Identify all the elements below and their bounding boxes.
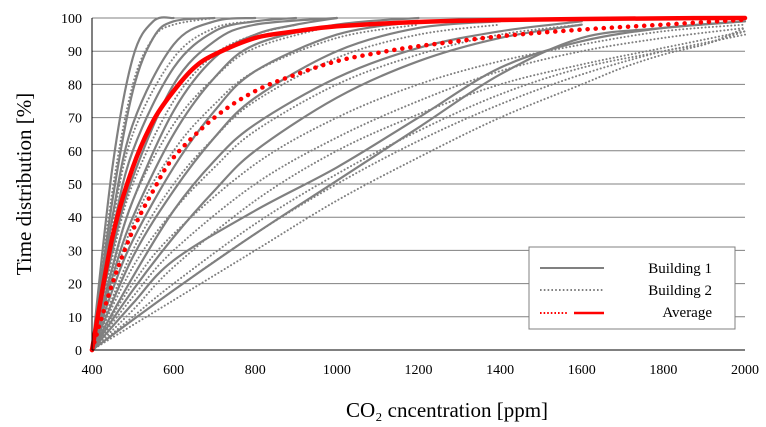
series-line-average-solid [89, 15, 748, 353]
x-tick-label: 1400 [486, 363, 514, 378]
series-line-average-dotted [89, 17, 748, 353]
series-line-building-1 [90, 20, 583, 352]
series-line-building-2 [91, 20, 257, 351]
x-tick-label: 1800 [649, 363, 677, 378]
y-tick-label: 30 [68, 244, 82, 259]
x-tick-label: 1600 [568, 363, 596, 378]
x-axis-title: CO₂ cncentration [ppm] [346, 398, 548, 422]
x-tick-label: 800 [245, 363, 266, 378]
series-line-building-2 [91, 26, 746, 351]
series-line-building-1 [90, 16, 338, 352]
series-line-building-1 [90, 20, 747, 352]
axes [91, 18, 745, 351]
legend-swatches [540, 267, 604, 315]
legend-label-building-1: Building 1 [648, 261, 712, 277]
series-line-building-2 [91, 30, 746, 351]
y-tick-label: 90 [68, 45, 82, 60]
x-tick-label: 2000 [731, 363, 759, 378]
legend: Building 1 Building 2 Average [528, 246, 736, 330]
series-line-building-2 [91, 23, 298, 351]
series-line-building-2 [91, 23, 583, 351]
y-tick-label: 80 [68, 78, 82, 93]
series-line-building-1 [90, 20, 420, 352]
legend-label-building-2: Building 2 [648, 283, 712, 299]
legend-box [528, 246, 736, 330]
series-line-building-2 [91, 23, 746, 351]
y-tick-label: 50 [68, 178, 82, 193]
y-tick-label: 10 [68, 311, 82, 326]
series-lines [89, 15, 748, 353]
y-tick-labels: 0 10 20 30 40 50 60 70 80 90 100 [61, 12, 82, 359]
x-tick-label: 400 [82, 363, 103, 378]
series-line-building-2 [91, 30, 746, 351]
y-tick-label: 60 [68, 145, 82, 160]
series-line-building-1 [90, 23, 583, 352]
y-axis-title: Time distribution [%] [12, 93, 36, 275]
series-line-building-1 [90, 16, 216, 352]
y-tick-label: 100 [61, 12, 82, 27]
series-line-building-1 [90, 16, 175, 352]
x-tick-label: 600 [163, 363, 184, 378]
y-tick-label: 0 [75, 344, 82, 359]
series-line-building-2 [91, 23, 502, 351]
series-line-building-2 [91, 17, 216, 351]
series-line-building-2 [91, 23, 420, 351]
x-tick-label: 1000 [323, 363, 351, 378]
series-line-building-2 [91, 33, 746, 351]
series-line-building-2 [91, 23, 338, 351]
legend-label-average: Average [662, 305, 712, 321]
y-tick-label: 70 [68, 112, 82, 127]
series-line-building-2 [91, 26, 746, 351]
y-tick-label: 20 [68, 278, 82, 293]
x-tick-label: 1200 [405, 363, 433, 378]
y-tick-label: 40 [68, 211, 82, 226]
series-line-building-1 [90, 20, 502, 352]
x-tick-labels: 400 600 800 1000 1200 1400 1600 1800 2000 [82, 363, 760, 378]
